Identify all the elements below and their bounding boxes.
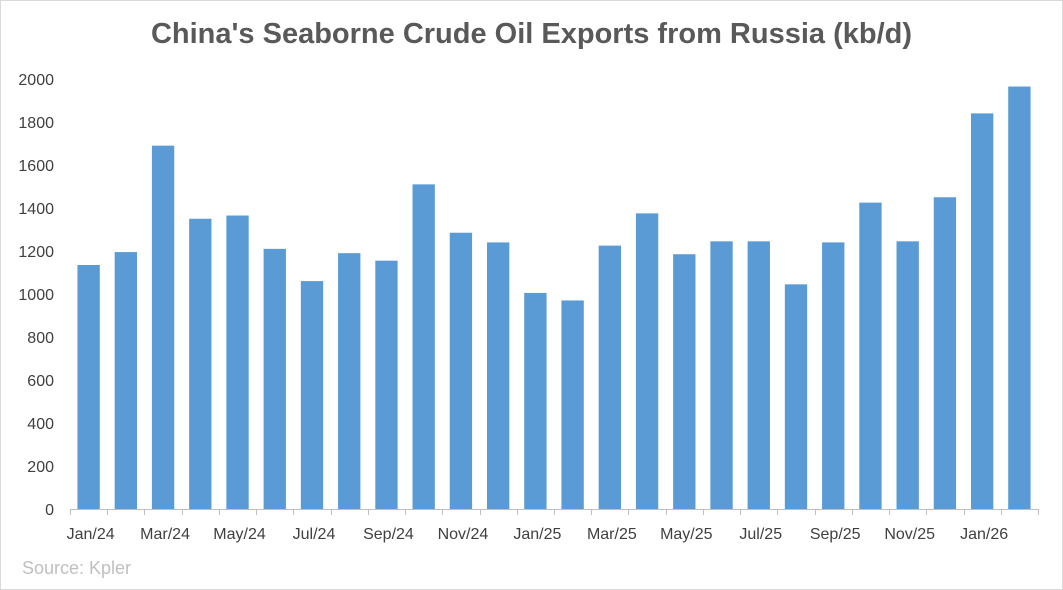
x-tick-label: Mar/25 xyxy=(587,526,637,543)
bar xyxy=(896,241,919,509)
bar xyxy=(151,145,175,509)
y-tick-label: 1800 xyxy=(18,115,54,132)
bar xyxy=(114,252,138,509)
x-tick-label: Sep/25 xyxy=(810,526,861,543)
bar xyxy=(710,241,733,509)
y-tick-label: 1600 xyxy=(18,158,54,175)
bar xyxy=(226,215,249,509)
y-tick-label: 800 xyxy=(27,330,54,347)
y-tick-label: 2000 xyxy=(18,72,54,89)
bar xyxy=(77,264,100,509)
bar xyxy=(1008,86,1031,510)
y-tick-label: 200 xyxy=(27,459,54,476)
bar xyxy=(338,253,361,509)
bar xyxy=(263,248,286,509)
x-tick-label: Mar/24 xyxy=(140,526,190,543)
y-tick-label: 0 xyxy=(45,502,54,519)
bar xyxy=(486,242,510,509)
y-tick-label: 1000 xyxy=(18,287,54,304)
bar xyxy=(524,292,547,509)
bar xyxy=(412,184,435,509)
bar xyxy=(859,202,882,509)
x-tick-label: Jan/25 xyxy=(513,526,561,543)
x-tick-label: Jan/24 xyxy=(67,526,115,543)
bar xyxy=(970,113,994,510)
bar xyxy=(375,260,398,509)
x-tick-label: Nov/25 xyxy=(884,526,935,543)
bar xyxy=(300,281,324,509)
x-tick-label: Jul/25 xyxy=(739,526,782,543)
bar xyxy=(784,284,808,509)
bar xyxy=(189,218,212,509)
bar xyxy=(822,242,845,509)
bar xyxy=(635,213,659,509)
x-tick-label: Sep/24 xyxy=(363,526,414,543)
bar xyxy=(747,241,770,509)
y-tick-label: 600 xyxy=(27,373,54,390)
bar xyxy=(598,245,622,509)
x-tick-label: Nov/24 xyxy=(438,526,489,543)
y-tick-label: 1400 xyxy=(18,201,54,218)
bar xyxy=(449,232,473,509)
chart-title: China's Seaborne Crude Oil Exports from … xyxy=(150,18,913,50)
bar xyxy=(561,300,584,509)
bar xyxy=(673,254,696,509)
x-tick-label: May/24 xyxy=(213,526,266,543)
y-tick-label: 400 xyxy=(27,416,54,433)
x-tick-label: Jul/24 xyxy=(293,526,336,543)
x-tick-label: Jan/26 xyxy=(960,526,1008,543)
bar xyxy=(933,197,957,509)
x-tick-label: May/25 xyxy=(660,526,713,543)
y-tick-label: 1200 xyxy=(18,244,54,261)
source-note: Source: Kpler xyxy=(22,558,132,578)
